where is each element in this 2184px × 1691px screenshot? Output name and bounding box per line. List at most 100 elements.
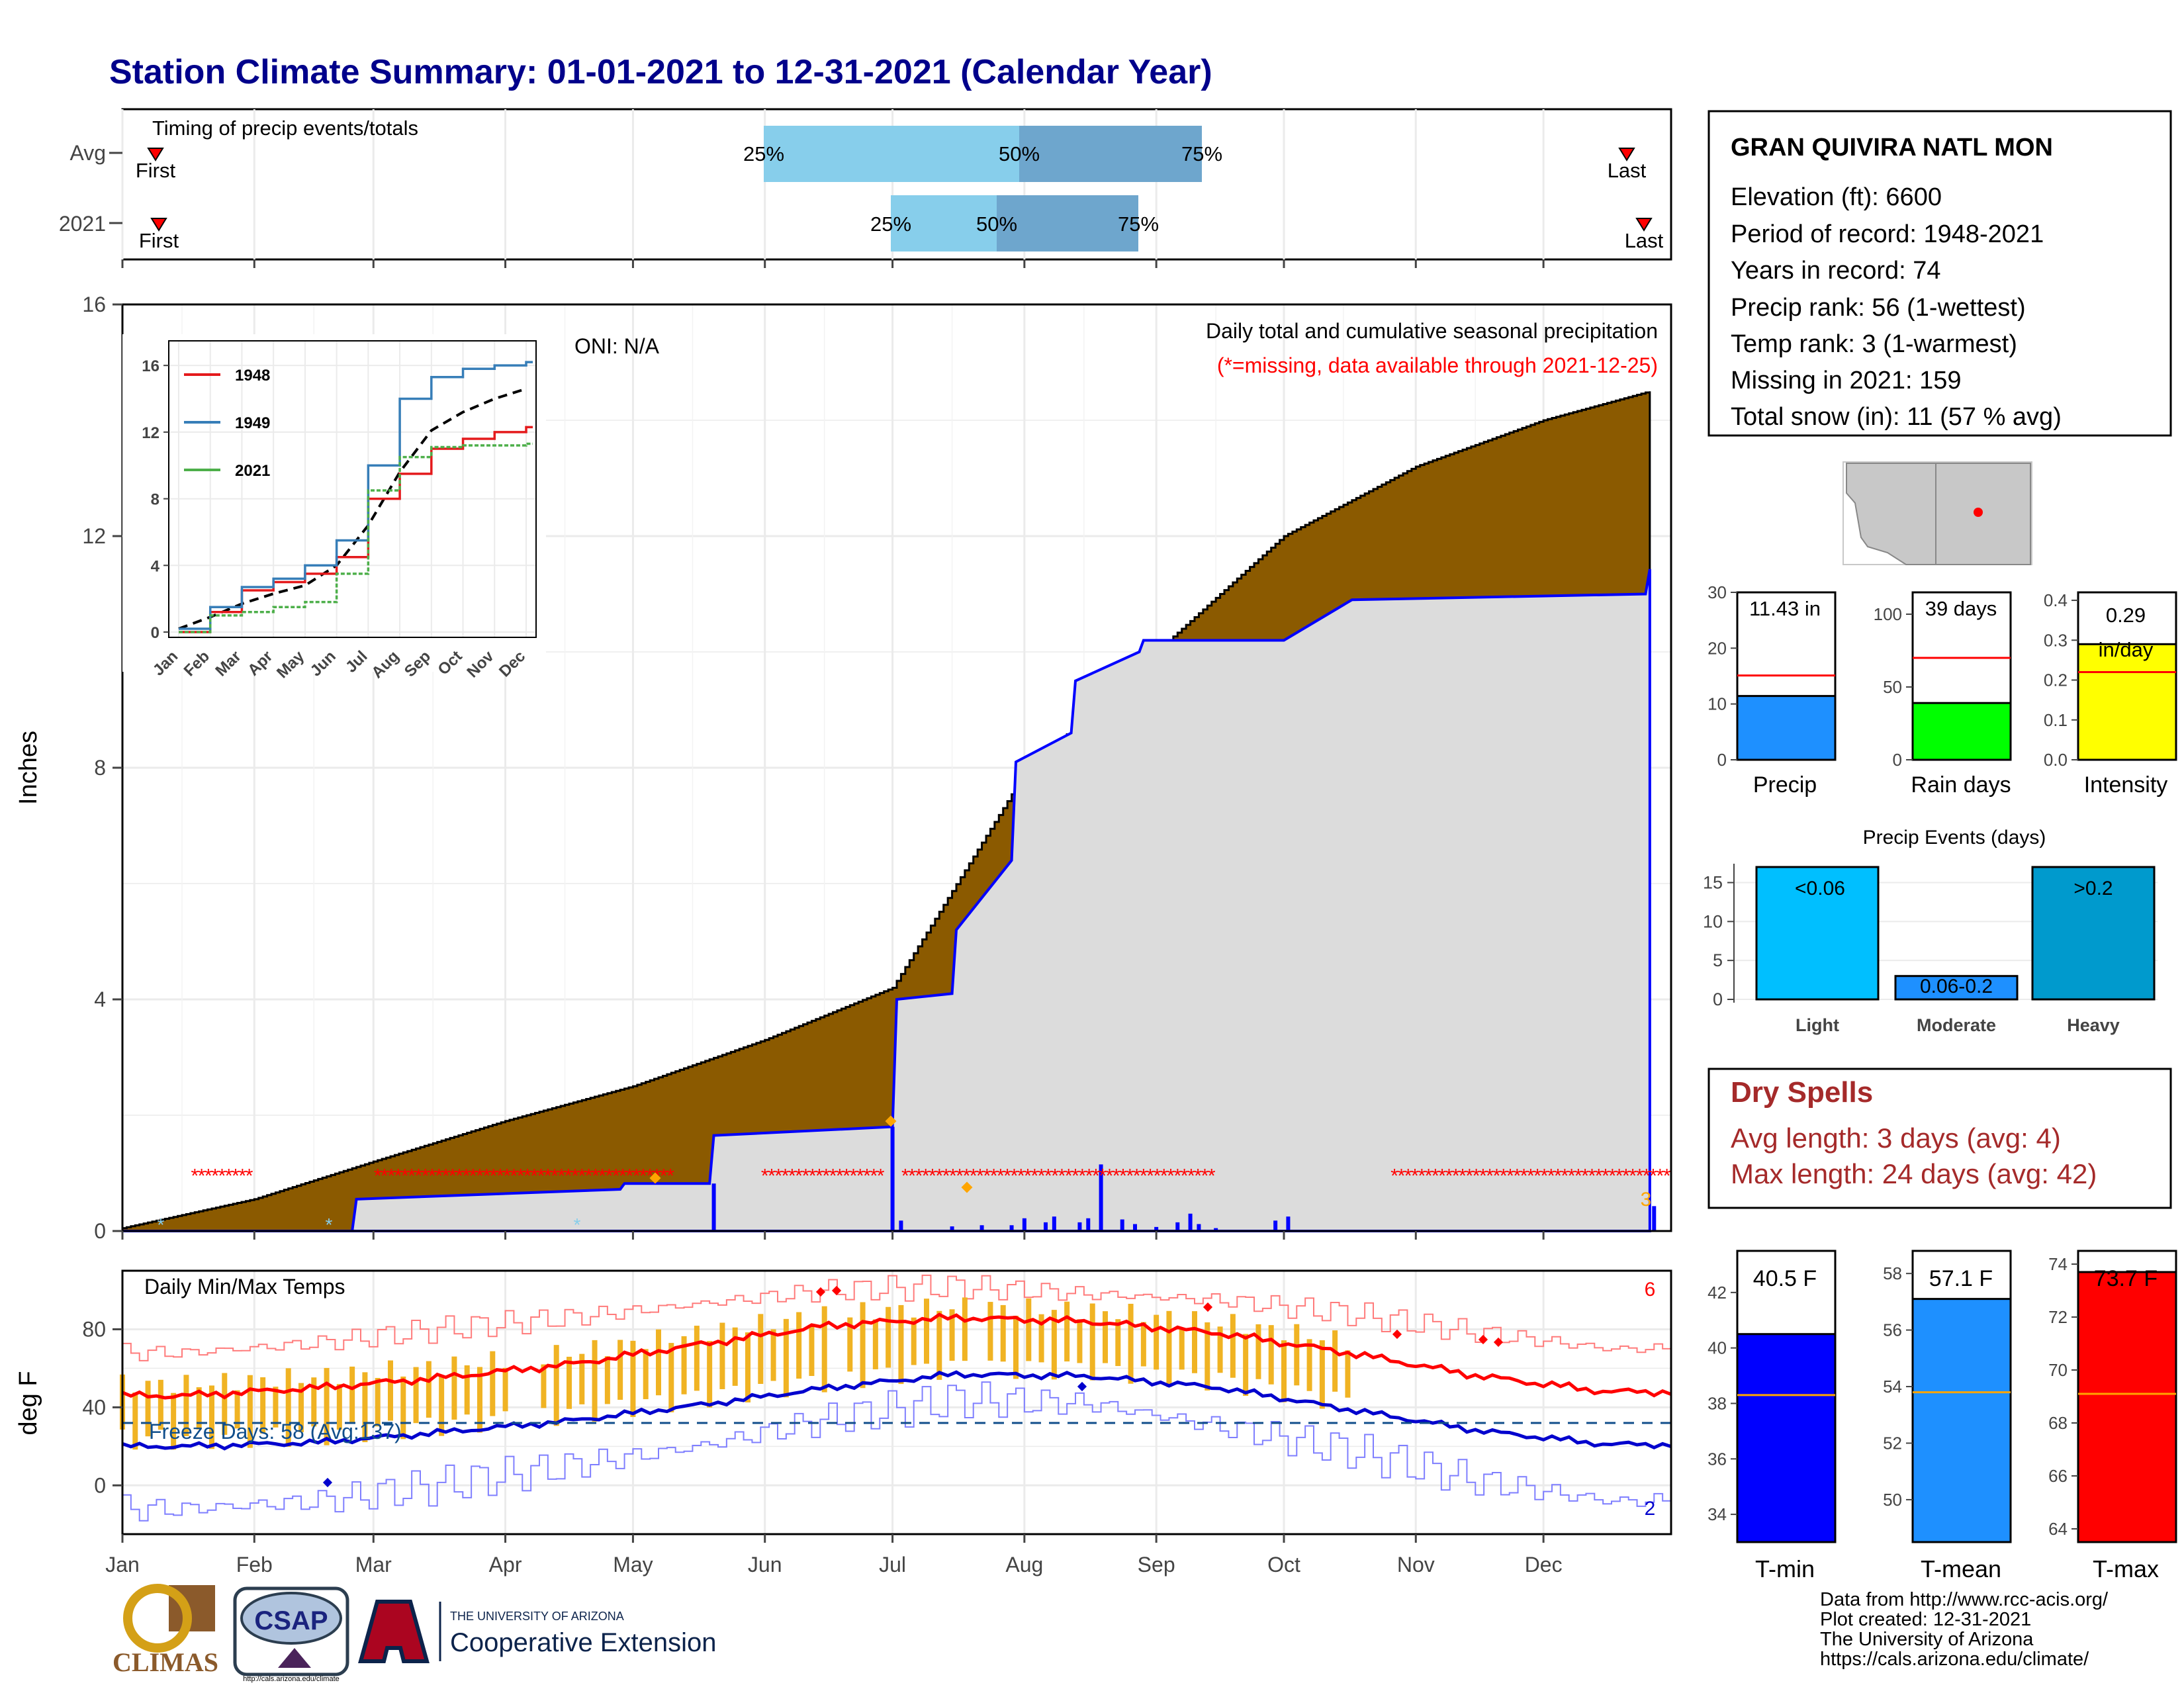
missing-marker: *: [571, 1165, 579, 1187]
missing-note: (*=missing, data available through 2021-…: [1217, 353, 1658, 377]
csap-logo-mountain: [278, 1648, 311, 1668]
daily-temp-bar: [222, 1373, 228, 1435]
missing-marker: *: [795, 1165, 803, 1187]
missing-marker: *: [225, 1165, 233, 1187]
missing-marker: *: [802, 1165, 810, 1187]
snow-marker: *: [326, 1214, 333, 1235]
missing-marker: *: [970, 1165, 978, 1187]
station-precip-rank: Precip rank: 56 (1-wettest): [1731, 294, 2026, 322]
missing-marker: *: [578, 1165, 586, 1187]
daily-temp-bars: [120, 1297, 1351, 1450]
daily-temp-bar: [145, 1381, 151, 1437]
missing-marker: *: [915, 1165, 923, 1187]
daily-precip-bars: [711, 1126, 1657, 1231]
missing-marker: *: [428, 1165, 436, 1187]
missing-marker: *: [435, 1165, 443, 1187]
missing-marker: *: [1201, 1165, 1209, 1187]
daily-precip-bar: [1154, 1226, 1159, 1231]
daily-precip-bar: [1197, 1224, 1201, 1231]
mini-bar-tick-label: 30: [1707, 582, 1727, 602]
month-label: Oct: [1267, 1553, 1300, 1577]
daily-temp-bar: [1243, 1334, 1249, 1396]
daily-temp-bar: [490, 1351, 496, 1416]
intensity-bar-label: Intensity: [2084, 772, 2168, 798]
location-map: [1843, 461, 2032, 565]
temp-summary-tick-label: 50: [1883, 1490, 1902, 1510]
temp-ytick-label: 0: [94, 1473, 106, 1497]
missing-marker: *: [1663, 1165, 1671, 1187]
missing-marker: *: [1194, 1165, 1202, 1187]
mini-bar-value: [1736, 695, 1837, 761]
yr-p75: 75%: [1118, 212, 1159, 236]
daily-temp-bar: [1077, 1319, 1083, 1363]
station-name: GRAN QUIVIRA NATL MON: [1731, 134, 2053, 161]
missing-marker: *: [1071, 1165, 1079, 1187]
missing-marker: *: [1038, 1165, 1046, 1187]
temp-ytick-label: 40: [82, 1395, 106, 1419]
missing-marker: *: [1011, 1165, 1019, 1187]
yr-p25: 25%: [870, 212, 911, 236]
daily-max-marker: [885, 1115, 897, 1127]
yr-p50: 50%: [976, 212, 1017, 236]
event-heavy-label: >0.2: [2073, 878, 2113, 899]
missing-marker: *: [990, 1165, 998, 1187]
missing-marker: *: [490, 1165, 498, 1187]
inset-ytick-label: 16: [142, 357, 159, 375]
missing-marker: *: [1622, 1165, 1630, 1187]
mini-bar-tick-label: 10: [1707, 694, 1727, 714]
daily-temp-bar: [707, 1341, 713, 1408]
daily-temp-bar: [1345, 1350, 1351, 1398]
missing-marker: *: [606, 1165, 614, 1187]
missing-marker: *: [1486, 1165, 1494, 1187]
daily-temp-bar: [1089, 1303, 1095, 1381]
missing-marker: *: [782, 1165, 790, 1187]
timing-row-avg: Avg: [69, 141, 106, 165]
yr-last-marker: [1635, 218, 1653, 232]
missing-marker: *: [598, 1165, 606, 1187]
missing-marker: *: [517, 1165, 525, 1187]
precip-panel: ********* *******************************…: [15, 293, 1672, 1243]
missing-marker: *: [408, 1165, 416, 1187]
missing-marker: *: [558, 1165, 566, 1187]
missing-marker: *: [1459, 1165, 1467, 1187]
legend-1948: 1948: [235, 367, 270, 385]
missing-markers: ********* *******************************…: [191, 1165, 1670, 1187]
csap-logo-url: http://cals.arizona.edu/climate: [243, 1675, 340, 1683]
missing-marker: *: [625, 1165, 633, 1187]
event-moderate-category: Moderate: [1917, 1015, 1996, 1035]
yr-iqr-high: [997, 195, 1138, 251]
missing-marker: *: [191, 1165, 199, 1187]
daily-precip-bar: [979, 1225, 984, 1231]
daily-temp-bar: [1294, 1324, 1300, 1386]
missing-marker: *: [1588, 1165, 1596, 1187]
daily-temp-bar: [1255, 1324, 1261, 1379]
daily-temp-bar: [273, 1387, 279, 1428]
missing-marker: *: [633, 1165, 641, 1187]
csap-logo-text: CSAP: [254, 1606, 328, 1635]
station-missing: Missing in 2021: 159: [1731, 367, 1962, 394]
missing-marker: *: [983, 1165, 991, 1187]
daily-temp-bar: [630, 1340, 636, 1417]
missing-marker: *: [1425, 1165, 1433, 1187]
oni-label: ONI: N/A: [574, 334, 660, 358]
events-bars: [1755, 866, 2156, 1001]
missing-marker: *: [1181, 1165, 1189, 1187]
missing-marker: *: [1404, 1165, 1412, 1187]
intensity-bar-value: 0.29: [2106, 604, 2146, 627]
temp-ylabel: deg F: [15, 1371, 42, 1435]
missing-marker: *: [198, 1165, 206, 1187]
missing-marker: *: [455, 1165, 463, 1187]
missing-marker: *: [1493, 1165, 1501, 1187]
ua-logo-mark: [358, 1600, 430, 1663]
missing-marker: *: [211, 1165, 219, 1187]
temp-summary-value: [2077, 1271, 2177, 1543]
event-heavy-category: Heavy: [2067, 1015, 2120, 1035]
missing-marker: *: [1017, 1165, 1025, 1187]
temp-summary-tick-label: 66: [2048, 1466, 2068, 1486]
precip-bar-value: 11.43 in: [1749, 597, 1821, 620]
missing-marker: *: [761, 1165, 769, 1187]
page-title: Station Climate Summary: 01-01-2021 to 1…: [109, 53, 1212, 91]
month-label: Jun: [748, 1553, 782, 1577]
missing-marker: *: [592, 1165, 600, 1187]
daily-temp-bar: [1154, 1314, 1160, 1370]
